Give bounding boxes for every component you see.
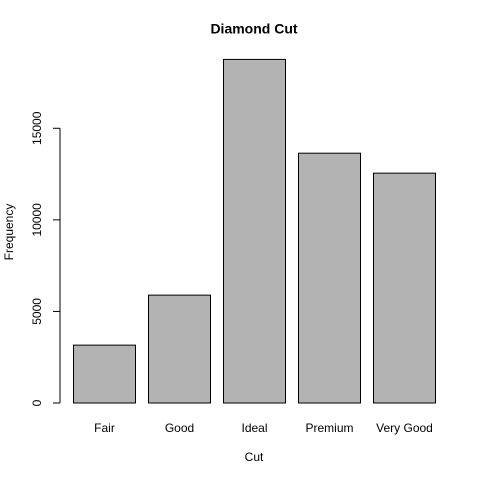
y-axis-label: Frequency (2, 204, 16, 261)
chart-title: Diamond Cut (210, 21, 297, 37)
x-tick-label: Very Good (376, 421, 433, 435)
x-tick-label: Good (165, 421, 194, 435)
y-tick-label: 5000 (30, 298, 44, 325)
x-axis-label: Cut (245, 450, 264, 464)
bar (148, 294, 211, 404)
bar (298, 152, 361, 404)
bar (73, 344, 136, 404)
y-tick-label: 15000 (30, 111, 44, 145)
bar (373, 172, 436, 404)
x-tick-label: Fair (94, 421, 115, 435)
y-tick-label: 0 (30, 399, 44, 406)
bar (223, 58, 286, 404)
x-tick-label: Ideal (241, 421, 267, 435)
x-tick-label: Premium (305, 421, 353, 435)
y-tick-label: 10000 (30, 203, 44, 237)
